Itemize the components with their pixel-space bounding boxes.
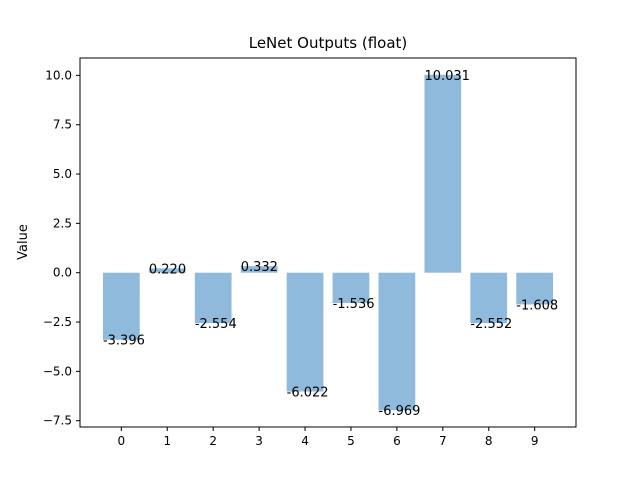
bar-8	[470, 272, 508, 324]
bar-6	[378, 272, 416, 411]
x-tick-label-1: 1	[163, 434, 171, 448]
data-label-8: -2.552	[470, 317, 512, 332]
y-tick-label: −2.5	[43, 315, 72, 329]
bar-3	[240, 266, 278, 273]
data-label-0: -3.396	[103, 334, 145, 349]
bar-1	[148, 268, 186, 273]
bar-2	[194, 272, 232, 324]
data-label-3: 0.332	[241, 260, 278, 275]
x-tick-label-2: 2	[209, 434, 217, 448]
data-label-5: -1.536	[333, 297, 375, 312]
data-label-9: -1.608	[516, 298, 558, 313]
y-tick-label: 0.0	[53, 266, 72, 280]
y-tick-label: 10.0	[45, 68, 72, 82]
y-tick-label: 7.5	[53, 118, 72, 132]
data-labels-group: -3.396 0.220 -2.554 0.332 -6.022 -1.536 -6.969…	[103, 69, 558, 419]
data-label-4: -6.022	[287, 386, 329, 401]
x-tick-label-0: 0	[118, 434, 126, 448]
data-label-2: -2.554	[195, 317, 237, 332]
bar-9	[516, 272, 554, 305]
plot-frame	[79, 57, 577, 428]
x-tick-label-6: 6	[393, 434, 401, 448]
data-label-7: 10.031	[424, 69, 470, 84]
x-tick-label-4: 4	[301, 434, 309, 448]
y-tick-label: 5.0	[53, 167, 72, 181]
y-tick-label: −5.0	[43, 364, 72, 378]
x-tick-label-3: 3	[255, 434, 263, 448]
bar-0	[102, 272, 140, 340]
x-tick-label-9: 9	[531, 434, 539, 448]
chart-title: LeNet Outputs (float)	[249, 34, 408, 52]
bars-group	[102, 74, 554, 411]
y-axis: −7.5 −5.0 −2.5 0.0 2.5 5.0 7.5 10.0	[43, 68, 80, 428]
x-tick-label-8: 8	[485, 434, 493, 448]
bar-5	[332, 272, 370, 304]
bar-4	[286, 272, 324, 392]
x-tick-label-7: 7	[439, 434, 447, 448]
x-tick-label-5: 5	[347, 434, 355, 448]
y-axis-title: Value	[16, 224, 31, 260]
data-label-6: -6.969	[379, 404, 421, 419]
y-tick-label: 2.5	[53, 216, 72, 230]
data-label-1: 0.220	[149, 262, 186, 277]
y-tick-label: −7.5	[43, 414, 72, 428]
bar-7	[424, 74, 462, 273]
x-axis: 0 1 2 3 4 5 6 7 8 9	[118, 427, 539, 448]
